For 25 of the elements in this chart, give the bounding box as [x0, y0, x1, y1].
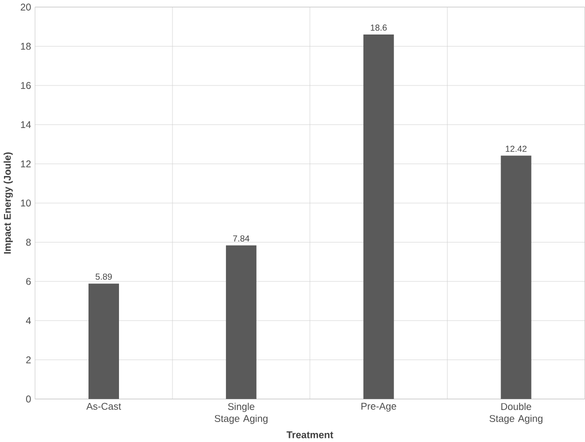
x-tick-label: As-Cast	[86, 402, 122, 410]
data-label: 5.89	[96, 274, 112, 280]
data-label: 12.42	[506, 146, 527, 152]
data-label: 18.6	[370, 24, 387, 31]
bar	[226, 245, 256, 400]
bar	[363, 34, 394, 400]
y-tick-label: 20	[20, 4, 31, 11]
x-tick-label: Double Stage Aging	[490, 402, 542, 424]
y-tick-label: 2	[26, 356, 31, 364]
y-tick-label: 14	[21, 121, 31, 128]
y-tick-label: 18	[21, 42, 31, 50]
x-tick-label: Pre-Age	[361, 402, 396, 412]
y-tick-label: 12	[21, 160, 31, 168]
y-axis-title: Impact Energy (Joule)	[4, 152, 13, 254]
y-tick-label: 10	[21, 200, 31, 207]
y-tick-label: 6	[26, 278, 31, 285]
bar	[88, 284, 119, 400]
x-tick-label: Single Stage Aging	[214, 402, 268, 424]
x-axis-title: Treatment	[286, 431, 334, 438]
y-tick-label: 8	[26, 238, 31, 246]
bar	[500, 156, 532, 400]
y-tick-label: 16	[21, 82, 31, 89]
y-tick-label: 4	[26, 317, 31, 324]
data-label: 7.84	[233, 235, 250, 242]
y-tick-label: 0	[26, 396, 31, 403]
